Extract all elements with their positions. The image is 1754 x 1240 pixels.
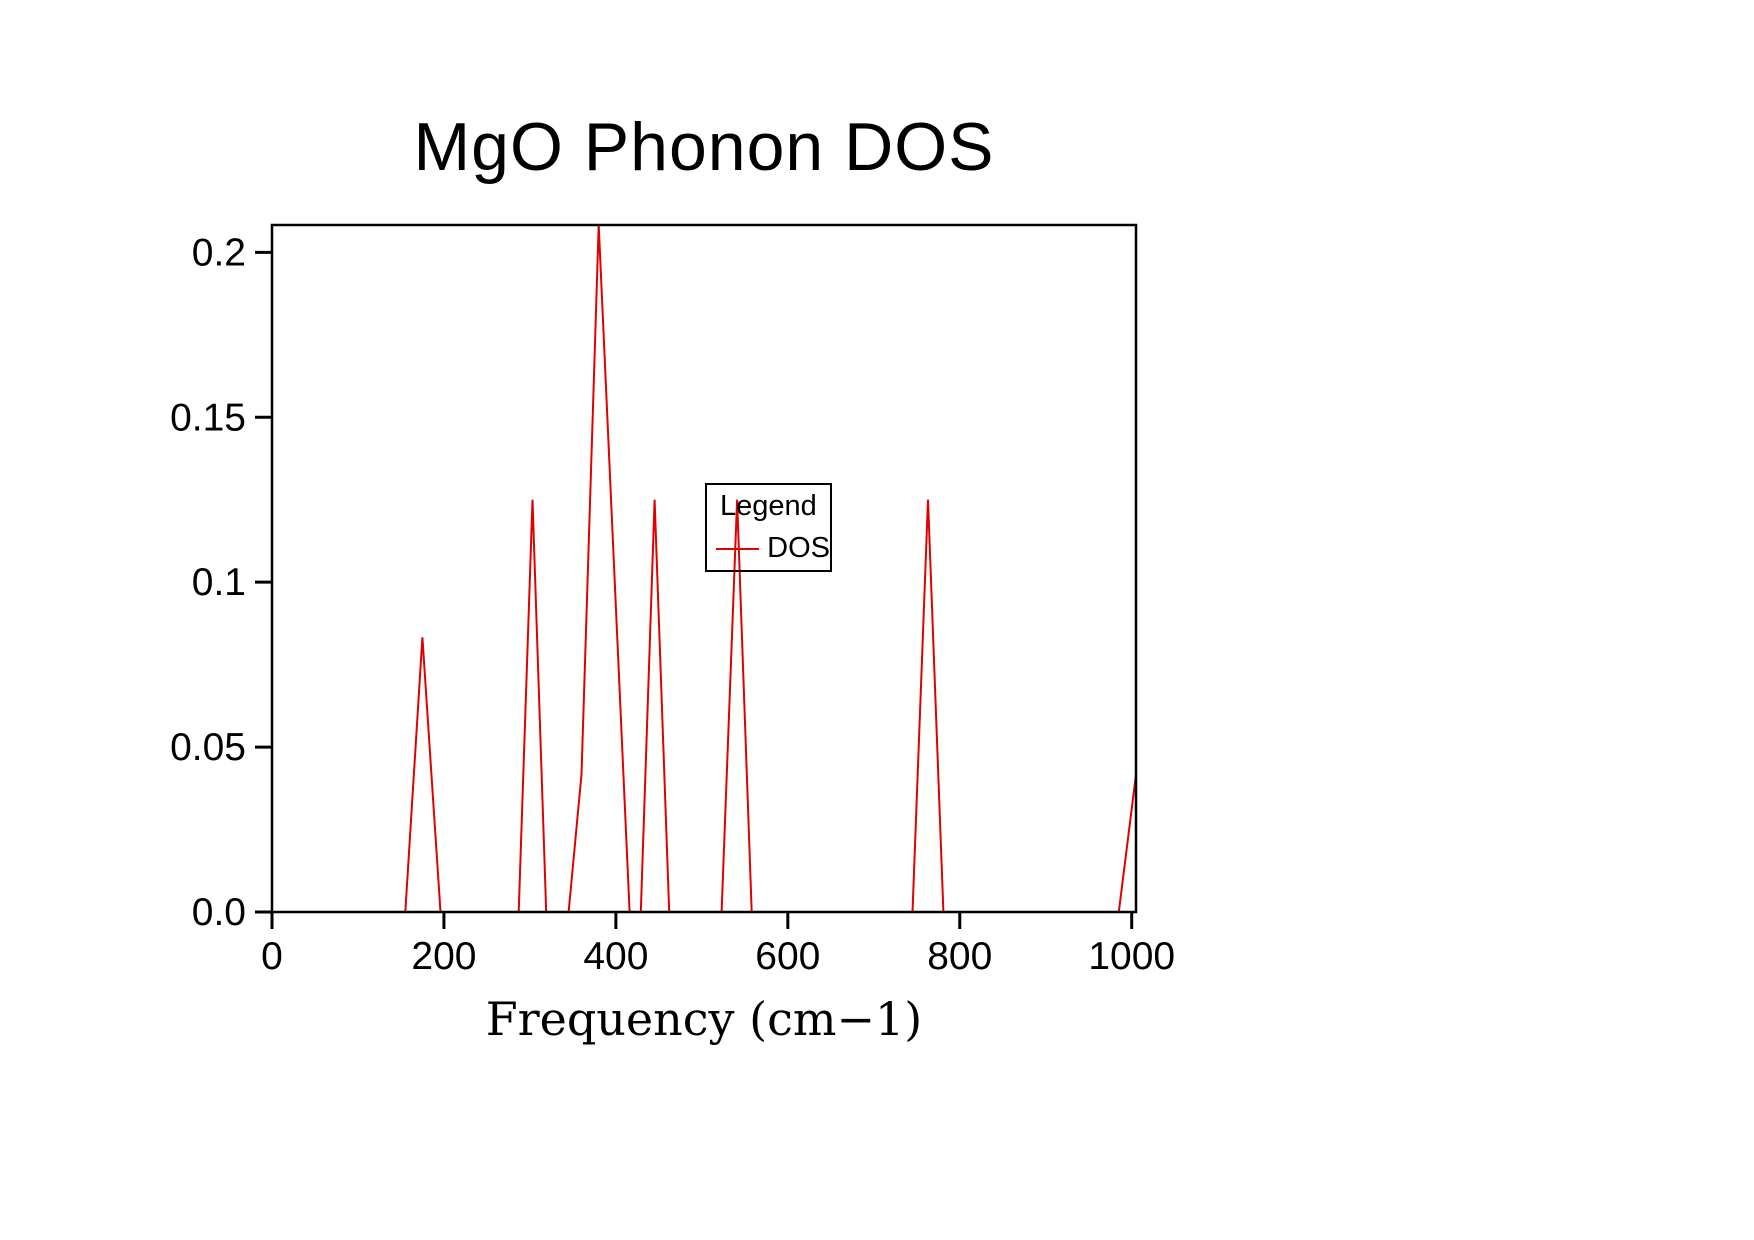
legend-entry-label: DOS [767, 532, 830, 564]
plot-box [270, 223, 1138, 914]
x-tick-label: 200 [411, 935, 476, 978]
y-tick-label: 0.0 [192, 891, 246, 934]
legend-entry: DOS [716, 532, 830, 565]
y-tick-label: 0.2 [192, 231, 246, 274]
y-tick-label: 0.1 [192, 561, 246, 604]
x-axis-label: Frequency (cm−1) [485, 992, 923, 1046]
x-tick-label: 1000 [1088, 935, 1175, 978]
legend-box: Legend DOS [705, 483, 832, 572]
x-tick-label: 800 [927, 935, 992, 978]
dos-curve [272, 224, 1137, 913]
legend-title: Legend [720, 490, 817, 522]
x-tick-label: 400 [583, 935, 648, 978]
y-tick-label: 0.15 [170, 396, 246, 439]
legend-line-sample [716, 547, 760, 550]
y-tick-label: 0.05 [170, 726, 246, 769]
chart-title: MgO Phonon DOS [413, 109, 995, 185]
x-tick-label: 0 [261, 935, 283, 978]
x-tick-label: 600 [755, 935, 820, 978]
